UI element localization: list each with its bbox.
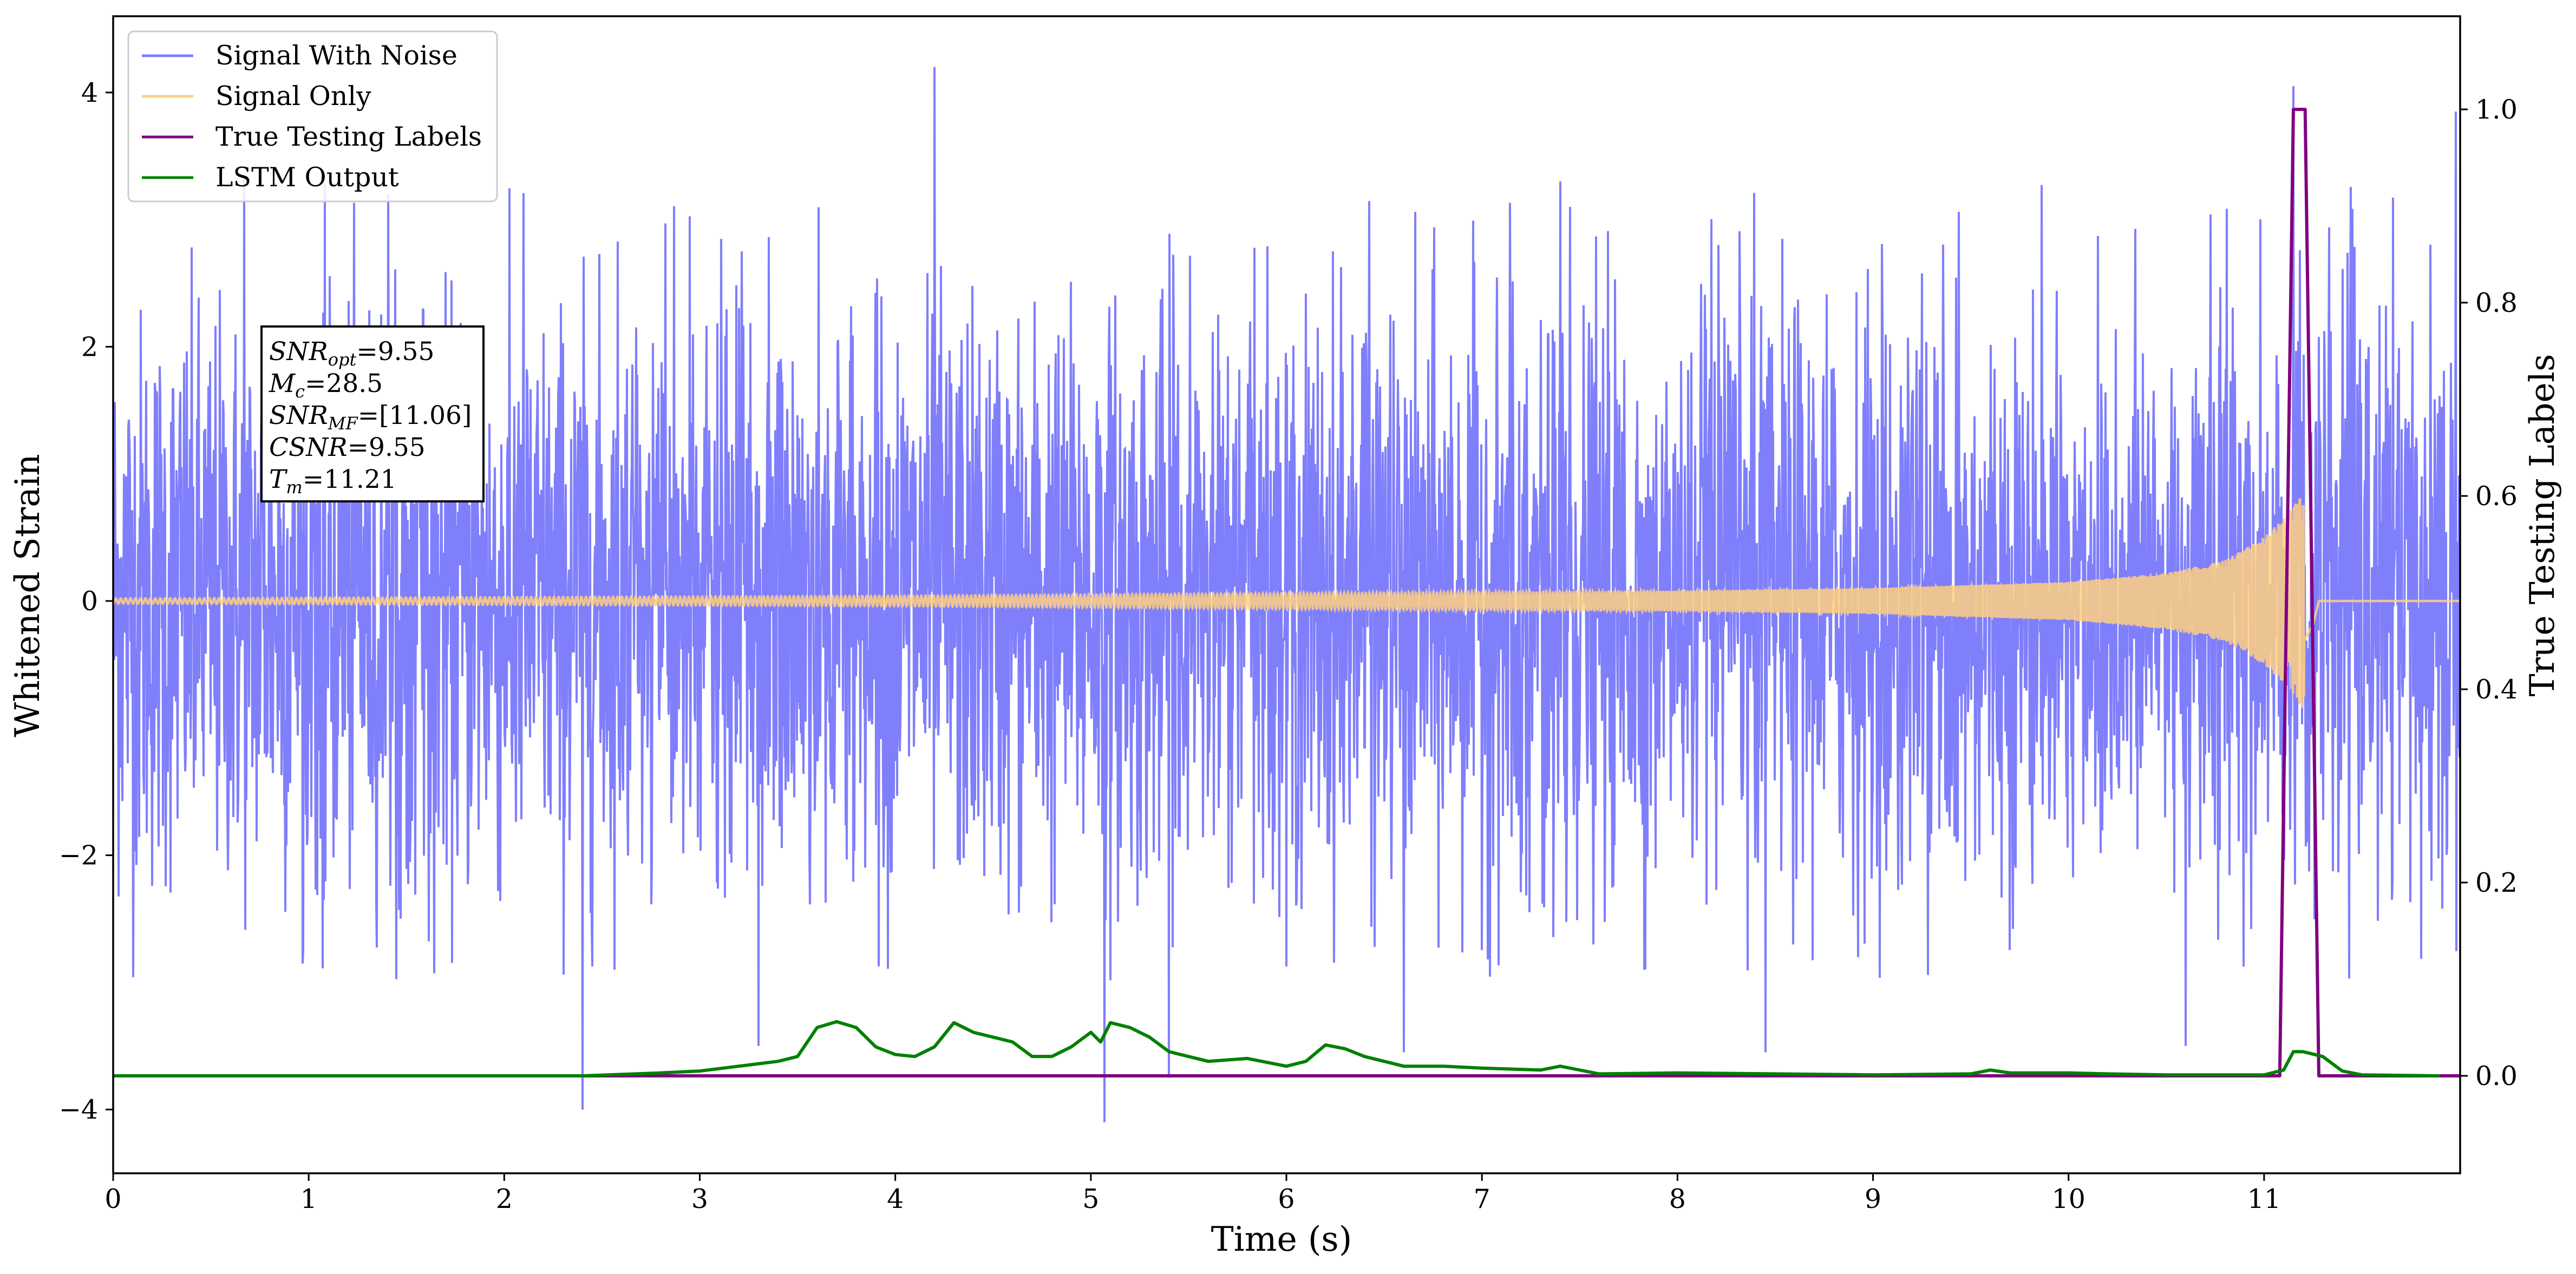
plot-area <box>113 67 2460 1122</box>
signal-with-noise-line <box>113 67 2460 1122</box>
y-right-tick-label: 1.0 <box>2475 94 2518 125</box>
y-axis-left-ticks: −4 −2 0 2 4 <box>59 77 113 1125</box>
x-tick-label: 2 <box>496 1184 513 1214</box>
true-testing-labels-line <box>113 108 2460 1077</box>
y-tick-label: −4 <box>59 1094 98 1125</box>
y-right-tick-label: 0.4 <box>2475 674 2518 705</box>
legend-label-signal-only: Signal Only <box>215 81 371 112</box>
legend-box <box>127 30 498 202</box>
legend-label-true-testing-labels: True Testing Labels <box>215 121 482 152</box>
x-tick-label: 1 <box>300 1184 317 1214</box>
lstm-output-line <box>113 1020 2440 1077</box>
x-axis-label: Time (s) <box>1211 1219 1352 1259</box>
annotation-frame <box>260 325 485 502</box>
y-tick-label: 2 <box>81 331 98 362</box>
annotation-box: SNRopt=9.55 Mc=28.5 SNRMF=[11.06] CSNR=9… <box>260 325 485 502</box>
y-tick-label: 4 <box>81 77 98 108</box>
x-axis-ticks: 0 1 2 3 4 5 6 7 8 9 10 11 <box>104 1173 2281 1214</box>
y-right-tick-label: 0.2 <box>2475 867 2518 898</box>
x-tick-label: 0 <box>104 1184 121 1214</box>
annotation-line: SNRMF=[11.06] <box>269 401 472 434</box>
annotation-line: CSNR=9.55 <box>269 433 426 462</box>
x-tick-label: 3 <box>691 1184 708 1214</box>
legend-label-lstm-output: LSTM Output <box>215 162 399 193</box>
y-right-tick-label: 0.6 <box>2475 481 2518 512</box>
x-tick-label: 8 <box>1669 1184 1686 1214</box>
signal-only-line <box>113 498 2460 708</box>
annotation-line: Mc=28.5 <box>269 369 383 402</box>
annotation-line: Tm=11.21 <box>269 465 397 498</box>
series-signal-with-noise <box>113 67 2460 1122</box>
x-tick-label: 10 <box>2052 1184 2085 1214</box>
legend-label-signal-with-noise: Signal With Noise <box>215 40 457 71</box>
y-axis-label: Whitened Strain <box>8 454 47 737</box>
annotation-line: SNRopt=9.55 <box>269 337 434 370</box>
x-tick-label: 4 <box>887 1184 904 1214</box>
y-tick-label: 0 <box>81 586 98 617</box>
y-axis-right-label: True Testing Labels <box>2522 354 2562 697</box>
x-tick-label: 9 <box>1865 1184 1881 1214</box>
series-signal-only <box>113 498 2460 708</box>
y-tick-label: −2 <box>59 840 98 871</box>
y-right-tick-label: 0.0 <box>2475 1061 2518 1092</box>
series-true-testing-labels <box>113 108 2460 1077</box>
series-lstm-output <box>113 1020 2440 1077</box>
y-axis-right-ticks: 0.0 0.2 0.4 0.6 0.8 1.0 <box>2460 94 2518 1092</box>
x-tick-label: 5 <box>1082 1184 1099 1214</box>
x-tick-label: 11 <box>2247 1184 2281 1214</box>
x-tick-label: 7 <box>1474 1184 1490 1214</box>
x-tick-label: 6 <box>1278 1184 1294 1214</box>
legend: Signal With Noise Signal Only True Testi… <box>127 30 498 202</box>
y-right-tick-label: 0.8 <box>2475 288 2518 318</box>
